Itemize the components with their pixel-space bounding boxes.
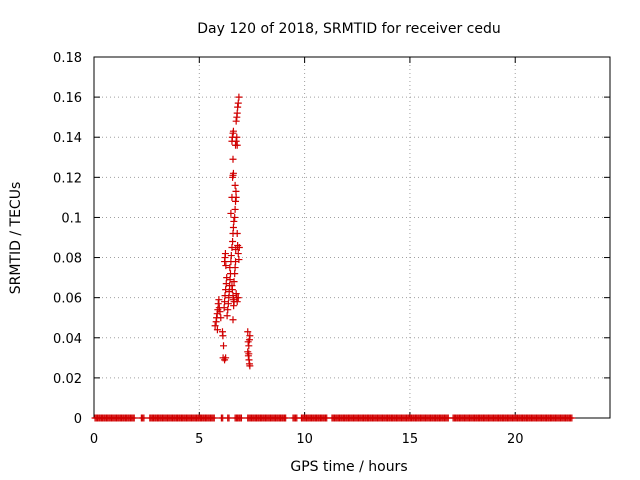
data-point [246, 362, 254, 370]
data-point [213, 326, 221, 334]
data-point [232, 117, 240, 125]
data-point [222, 354, 230, 362]
grid-lines [94, 57, 610, 418]
y-tick-label: 0.02 [53, 372, 82, 387]
data-point [226, 276, 234, 284]
data-point [222, 286, 230, 294]
x-axis-label: GPS time / hours [290, 459, 407, 475]
tick-labels: 0 0.02 0.04 0.06 0.08 0.1 0.12 0.14 0.16 0.18 0 5 10… [53, 51, 523, 447]
data-point [217, 314, 225, 322]
baseline-point [140, 414, 148, 422]
data-point [233, 133, 241, 141]
data-point [222, 262, 230, 270]
x-tick-label: 15 [402, 432, 419, 447]
data-point [223, 312, 231, 320]
data-point [230, 217, 238, 225]
chart-title: Day 120 of 2018, SRMTID for receiver ced… [197, 21, 500, 37]
baseline-point [130, 414, 138, 422]
y-tick-label: 0.14 [53, 131, 82, 146]
data-point [244, 328, 252, 336]
data-point [215, 296, 223, 304]
data-point [229, 155, 237, 163]
baseline-point [237, 414, 245, 422]
data-point [230, 278, 238, 286]
data-point [234, 103, 242, 111]
data-point [235, 256, 243, 264]
data-point [216, 308, 224, 316]
data-point [233, 109, 241, 117]
data-point [211, 322, 219, 330]
data-point [229, 127, 237, 135]
x-tick-label: 10 [296, 432, 313, 447]
y-tick-label: 0 [74, 412, 82, 427]
data-point [228, 244, 236, 252]
data-point [220, 342, 228, 350]
data-points [211, 93, 254, 370]
data-point [220, 304, 228, 312]
data-point [231, 181, 239, 189]
data-point [229, 169, 237, 177]
data-point [232, 137, 240, 145]
data-point [227, 252, 235, 260]
data-point [233, 141, 241, 149]
data-point [229, 316, 237, 324]
data-point [235, 244, 243, 252]
data-point [234, 294, 242, 302]
data-point [245, 342, 253, 350]
data-point [221, 250, 229, 258]
data-point [221, 298, 229, 306]
y-tick-label: 0.12 [53, 171, 82, 186]
data-point [231, 205, 239, 213]
baseline-point [282, 414, 290, 422]
y-tick-label: 0.1 [61, 211, 82, 226]
baseline-point [568, 414, 576, 422]
data-point [234, 99, 242, 107]
data-point [224, 306, 232, 314]
data-point [235, 93, 243, 101]
y-tick-label: 0.04 [53, 332, 82, 347]
x-tick-label: 5 [195, 432, 203, 447]
axis-ticks [93, 56, 610, 419]
baseline-point [210, 414, 218, 422]
data-point [231, 264, 239, 272]
data-point [232, 290, 240, 298]
data-point [232, 246, 240, 254]
data-point [231, 213, 239, 221]
data-point [232, 187, 240, 195]
y-tick-label: 0.08 [53, 252, 82, 267]
data-point [214, 300, 222, 308]
data-point [232, 193, 240, 201]
x-tick-label: 0 [90, 432, 98, 447]
y-tick-label: 0.06 [53, 292, 82, 307]
data-point [233, 229, 241, 237]
data-point [227, 209, 235, 217]
y-tick-label: 0.16 [53, 91, 82, 106]
baseline-points [91, 414, 576, 422]
data-point [225, 294, 233, 302]
data-point [232, 197, 240, 205]
x-tick-label: 20 [507, 432, 524, 447]
data-point [233, 298, 241, 306]
data-point [219, 332, 227, 340]
data-point [221, 292, 229, 300]
data-point [228, 286, 236, 294]
y-axis-label: SRMTID / TECUs [8, 182, 24, 295]
y-tick-label: 0.18 [53, 51, 82, 66]
data-point [224, 300, 232, 308]
data-point [234, 250, 242, 258]
data-point [229, 238, 237, 246]
plot-frame [93, 56, 611, 419]
baseline-point [225, 414, 233, 422]
data-point [231, 270, 239, 278]
data-point [246, 332, 254, 340]
data-point [229, 223, 237, 231]
data-point [245, 350, 253, 358]
